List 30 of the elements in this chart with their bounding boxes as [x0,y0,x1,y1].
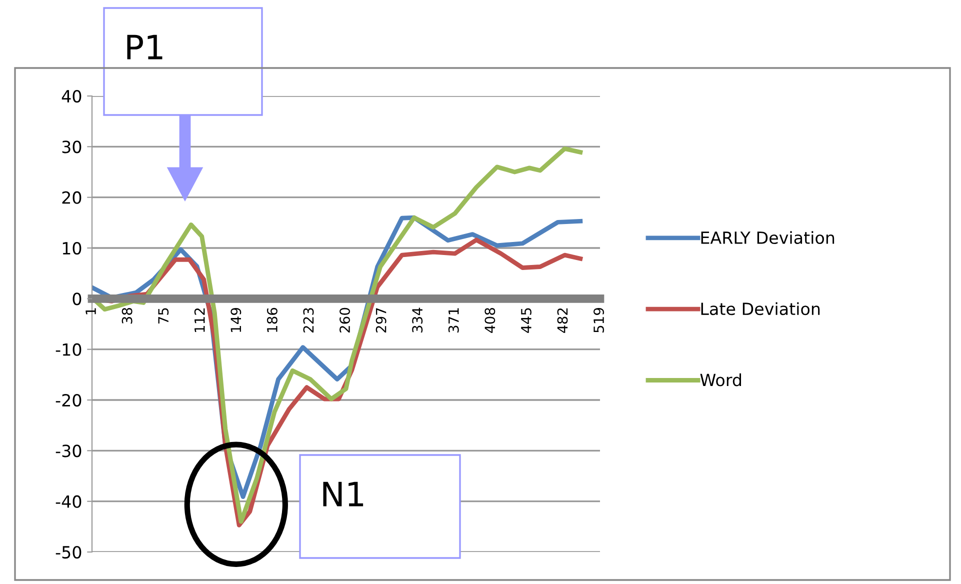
x-tick-label: 445 [521,308,532,333]
x-tick-label: 186 [266,308,278,332]
x-tick-label: 408 [484,308,496,333]
y-tick-label: -30 [56,444,82,458]
x-tick-label: 482 [557,308,568,333]
y-tick-label: 10 [62,242,82,255]
y-tick-label: -40 [56,495,82,508]
x-tick-label: 75 [158,308,169,324]
x-tick-label: 149 [230,308,242,332]
y-tick-label: 20 [62,191,82,204]
x-tick-label: 1 [86,308,96,314]
y-tick-label: -10 [56,343,82,356]
legend-label: Word [700,373,742,386]
text: P1 [127,34,162,60]
annotation: N1 [323,482,364,506]
legend-label: EARLY Deviation [701,231,834,244]
x-tick-label: 334 [412,308,423,332]
x-tick-label: 260 [340,308,350,332]
x-tick-label: 112 [194,308,205,332]
x-tick-label: 519 [594,308,604,332]
y-tick-label: -20 [56,394,82,407]
x-tick-label: 223 [303,308,314,332]
x-tick-label: 297 [376,308,386,332]
legend-label: Late Deviation [701,302,820,316]
y-tick-label: 30 [62,140,82,154]
y-tick-label: 40 [62,90,82,103]
y-tick-label: -50 [56,546,82,559]
x-tick-label: 38 [122,308,132,324]
y-tick-label: 0 [72,292,82,306]
x-tick-label: 371 [448,308,459,332]
